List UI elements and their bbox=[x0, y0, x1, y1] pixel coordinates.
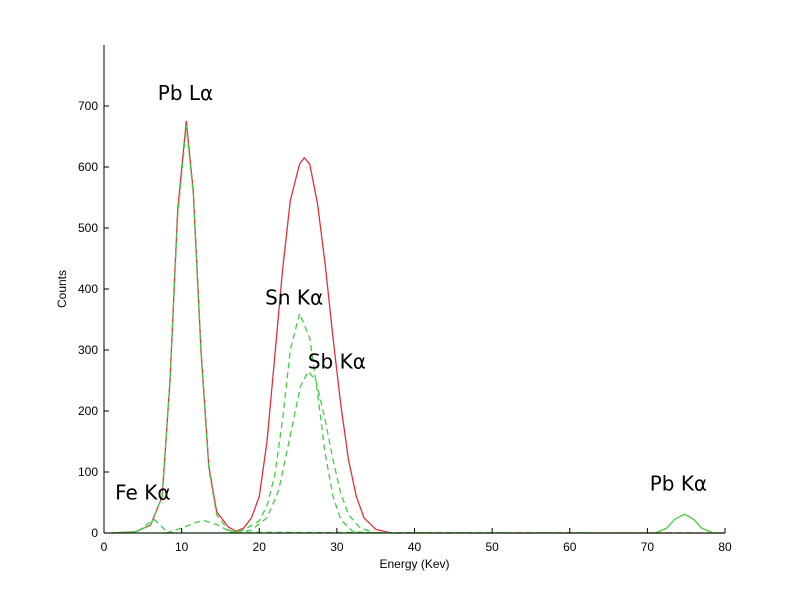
peak-label: Sb Kα bbox=[308, 349, 366, 373]
plot-lines bbox=[104, 120, 726, 534]
series-line-1 bbox=[111, 120, 725, 534]
axes bbox=[103, 45, 725, 534]
peak-label: Sn Kα bbox=[265, 285, 323, 309]
y-tick-label: 700 bbox=[78, 99, 98, 113]
peak-label: Pb Lα bbox=[158, 81, 213, 105]
x-tick-label: 20 bbox=[253, 540, 267, 554]
x-tick-label: 40 bbox=[408, 540, 422, 554]
series-line-6 bbox=[235, 370, 376, 534]
y-tick-label: 600 bbox=[78, 160, 98, 174]
peak-label: Fe Kα bbox=[115, 480, 170, 504]
x-tick-label: 30 bbox=[330, 540, 344, 554]
y-axis-label: Counts bbox=[55, 270, 69, 308]
series-line-2 bbox=[111, 125, 726, 534]
y-tick-label: 500 bbox=[78, 221, 98, 235]
x-tick-label: 60 bbox=[563, 540, 577, 554]
series-line-5 bbox=[228, 312, 368, 534]
y-tick-label: 300 bbox=[78, 343, 98, 357]
series-line-4 bbox=[165, 520, 240, 534]
x-tick-label: 0 bbox=[101, 540, 108, 554]
x-tick-label: 80 bbox=[718, 540, 732, 554]
series-line-7 bbox=[104, 513, 725, 534]
x-tick-label: 50 bbox=[485, 540, 499, 554]
y-tick-label: 100 bbox=[78, 465, 98, 479]
peak-label: Pb Kα bbox=[650, 471, 707, 495]
x-tick-label: 10 bbox=[175, 540, 189, 554]
x-tick-label: 70 bbox=[641, 540, 655, 554]
y-tick-label: 400 bbox=[78, 282, 98, 296]
ticks: 0 10 20 30 40 50 60 70 80 0 100 200 300 400 500 600 700 bbox=[78, 99, 732, 554]
series-line-3 bbox=[127, 518, 174, 534]
peak-annotations: Pb Lα Sn Kα Sb Kα Fe Kα Pb Kα bbox=[115, 81, 707, 505]
x-axis-label: Energy (Kev) bbox=[379, 557, 449, 571]
y-tick-label: 0 bbox=[91, 526, 98, 540]
y-tick-label: 200 bbox=[78, 404, 98, 418]
